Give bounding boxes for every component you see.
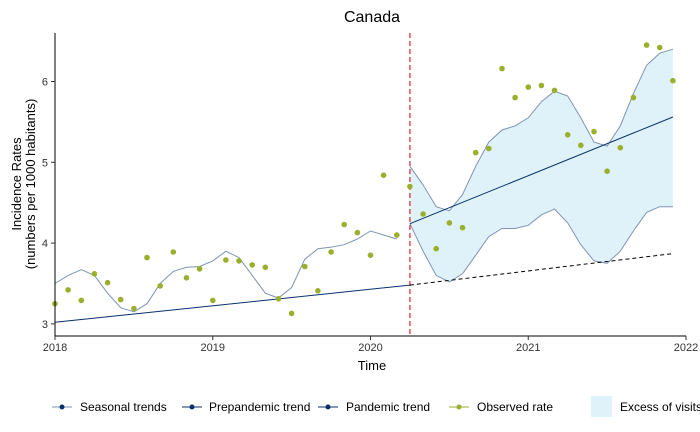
legend-label: Observed rate <box>477 400 553 414</box>
line-layer <box>54 33 674 336</box>
seasonal-trends-line <box>54 230 397 313</box>
excess-band-lower-edge <box>409 206 673 283</box>
observed-point <box>131 305 137 312</box>
observed-point <box>643 42 650 48</box>
legend-label: Pandemic trend <box>346 400 430 414</box>
chart-title: Canada <box>344 9 400 26</box>
observed-point <box>223 257 229 263</box>
observed-point <box>183 275 190 281</box>
observed-points <box>52 42 676 317</box>
observed-point <box>459 224 466 231</box>
observed-point <box>144 254 150 261</box>
observed-point <box>236 258 242 264</box>
observed-point <box>394 232 400 238</box>
observed-point <box>486 145 492 152</box>
observed-point <box>104 279 111 286</box>
observed-point <box>656 44 663 51</box>
observed-point <box>512 94 518 101</box>
observed-point <box>210 297 216 304</box>
observed-point <box>354 229 361 236</box>
x-ticks: 2018 2019 2020 2021 2022 <box>43 336 698 354</box>
observed-point <box>617 144 624 151</box>
legend-label: Seasonal trends <box>80 400 167 414</box>
observed-point <box>538 82 545 89</box>
observed-point <box>91 271 98 277</box>
legend-label: Excess of visits <box>620 400 700 414</box>
legend-item-prepandemic-trend: Prepandemic trend <box>182 400 310 414</box>
observed-point <box>367 252 374 258</box>
observed-point <box>157 283 163 289</box>
observed-point <box>578 142 584 149</box>
observed-point <box>407 183 413 190</box>
observed-point <box>380 172 387 178</box>
observed-point <box>117 296 124 303</box>
observed-point <box>262 264 269 271</box>
observed-point <box>420 211 426 217</box>
legend-key-dot <box>59 404 65 410</box>
observed-point <box>472 149 479 156</box>
observed-point <box>275 296 282 302</box>
observed-point <box>78 297 85 304</box>
x-axis-label: Time <box>358 358 386 373</box>
observed-point <box>65 287 71 293</box>
prepandemic-trend-line <box>54 284 410 323</box>
y-ticks: 3 4 5 6 <box>42 76 55 331</box>
legend-item-excess-of-visits: Excess of visits <box>591 396 700 417</box>
y-axis-label-line-1: Incidence Rates <box>9 137 24 231</box>
x-tick-label: 2022 <box>674 342 698 354</box>
observed-point <box>328 249 334 255</box>
observed-point <box>630 94 637 101</box>
legend-key-dot <box>189 404 195 410</box>
legend-label: Prepandemic trend <box>209 400 310 414</box>
legend-item-seasonal-trends: Seasonal trends <box>52 400 167 414</box>
legend-item-pandemic-trend: Pandemic trend <box>318 400 430 414</box>
y-axis-label-line-2: (numbers per 1000 habitants) <box>23 99 38 270</box>
axes: 2018 2019 2020 2021 2022 3 4 5 6 <box>42 33 698 354</box>
pandemic-trend-line <box>409 116 674 225</box>
x-tick-label: 2021 <box>516 342 540 354</box>
observed-point <box>525 84 532 90</box>
observed-point <box>170 249 177 255</box>
observed-point <box>288 310 295 317</box>
legend-item-observed-rate: Observed rate <box>449 400 553 414</box>
observed-point <box>315 288 321 294</box>
legend-key-dot <box>325 404 331 410</box>
legend-key-dot <box>456 404 462 410</box>
observed-point <box>551 87 558 94</box>
x-tick-label: 2019 <box>201 342 225 354</box>
observed-point <box>564 132 571 138</box>
x-tick-label: 2018 <box>43 342 67 354</box>
plot-area <box>52 33 676 336</box>
observed-point <box>433 245 440 252</box>
y-tick-label: 6 <box>42 76 48 88</box>
observed-point <box>604 168 610 174</box>
y-axis-label: Incidence Rates (numbers per 1000 habita… <box>9 99 38 270</box>
excess-band <box>409 49 673 282</box>
observed-point <box>670 77 676 84</box>
observed-point <box>302 263 308 270</box>
observed-point <box>499 65 505 72</box>
legend-key-swatch <box>591 396 612 417</box>
observed-point <box>249 262 255 268</box>
observed-point <box>446 220 453 226</box>
y-tick-label: 3 <box>42 319 48 331</box>
observed-point <box>196 266 203 272</box>
legend: Seasonal trends Prepandemic trend Pandem… <box>52 396 700 417</box>
projected-trend-line <box>409 253 673 286</box>
y-tick-label: 5 <box>42 157 48 169</box>
y-tick-label: 4 <box>42 238 48 250</box>
x-tick-label: 2020 <box>358 342 382 354</box>
observed-point <box>341 221 348 228</box>
observed-point <box>591 128 597 135</box>
